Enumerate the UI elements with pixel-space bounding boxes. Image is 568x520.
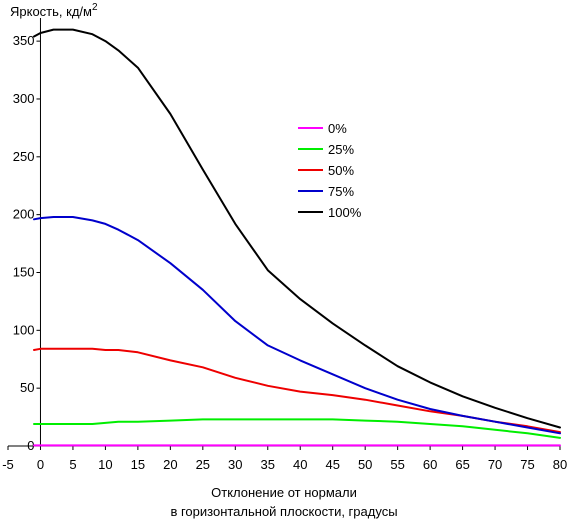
series-line-100pct bbox=[33, 28, 561, 429]
y-tick-label: 100 bbox=[13, 322, 35, 337]
y-tick-label: 250 bbox=[13, 149, 35, 164]
x-tick-label: 50 bbox=[358, 457, 372, 472]
y-tick-label: 50 bbox=[20, 380, 34, 395]
axis-labels: Яркость, кд/м2 Отклонение от нормали в гор… bbox=[10, 2, 398, 519]
y-axis-label-superscript: 2 bbox=[92, 2, 98, 13]
axes: 0 50 100 150 200 250 300 350 -5 0 5 10 15 20 25 30 35 40 4… bbox=[2, 18, 567, 472]
series-group bbox=[33, 28, 561, 447]
x-tick-label: -5 bbox=[2, 457, 14, 472]
x-axis-label-line2: в горизонтальной плоскости, градусы bbox=[170, 504, 397, 519]
y-tick-label: 300 bbox=[13, 91, 35, 106]
y-tick-label: 150 bbox=[13, 264, 35, 279]
x-tick-label: 75 bbox=[520, 457, 534, 472]
x-tick-label: 30 bbox=[228, 457, 242, 472]
x-tick-label: 60 bbox=[423, 457, 437, 472]
legend-label: 50% bbox=[328, 163, 354, 178]
x-tick-label: 5 bbox=[69, 457, 76, 472]
x-tick-label: 65 bbox=[455, 457, 469, 472]
legend: 0% 25% 50% 75% 100% bbox=[298, 121, 362, 220]
x-tick-label: 35 bbox=[261, 457, 275, 472]
x-tick-label: 15 bbox=[131, 457, 145, 472]
x-tick-label: 45 bbox=[325, 457, 339, 472]
x-tick-label: 40 bbox=[293, 457, 307, 472]
x-tick-label: 0 bbox=[37, 457, 44, 472]
x-tick-label: 25 bbox=[196, 457, 210, 472]
series-line-75pct bbox=[33, 216, 561, 435]
legend-label: 0% bbox=[328, 121, 347, 136]
x-tick-label: 20 bbox=[163, 457, 177, 472]
series-line-25pct bbox=[33, 418, 561, 439]
x-tick-label: 55 bbox=[390, 457, 404, 472]
y-axis-label: Яркость, кд/м2 bbox=[10, 2, 98, 19]
x-tick-label: 70 bbox=[488, 457, 502, 472]
x-tick-label: 10 bbox=[98, 457, 112, 472]
x-axis-label-line1: Отклонение от нормали bbox=[211, 485, 357, 500]
y-axis-label-text: Яркость, кд/м bbox=[10, 4, 92, 19]
y-tick-label: 0 bbox=[27, 438, 34, 453]
legend-label: 25% bbox=[328, 142, 354, 157]
x-tick-label: 80 bbox=[553, 457, 567, 472]
legend-label: 75% bbox=[328, 184, 354, 199]
y-tick-label: 200 bbox=[13, 207, 35, 222]
legend-label: 100% bbox=[328, 205, 362, 220]
y-tick-label: 350 bbox=[13, 33, 35, 48]
